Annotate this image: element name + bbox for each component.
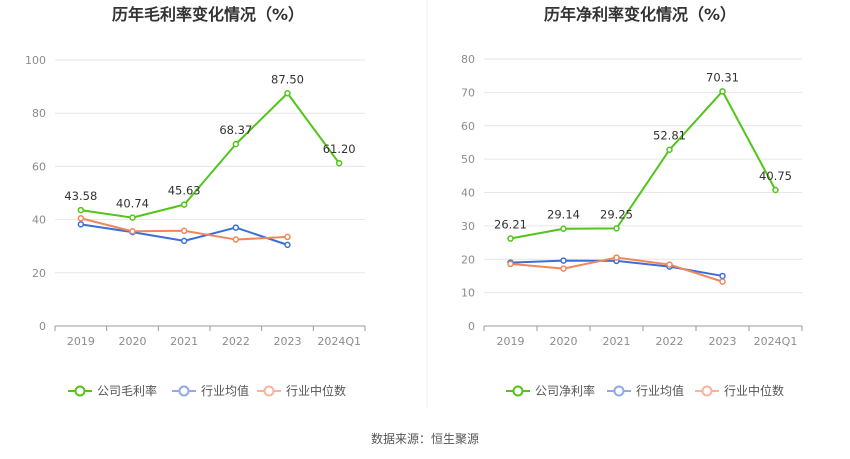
data-source-note: 数据来源：恒生聚源: [371, 431, 479, 446]
x-tick-label: 2020: [119, 335, 147, 348]
y-tick-label: 20: [461, 253, 475, 266]
data-point: [560, 257, 567, 264]
legend-marker: [613, 385, 625, 397]
data-point: [77, 221, 85, 228]
x-tick-label: 2022: [656, 335, 684, 348]
y-tick-label: 40: [461, 187, 475, 200]
x-tick-label: 2019: [67, 335, 95, 348]
data-point: [232, 236, 240, 243]
x-tick-label: 2023: [709, 335, 737, 348]
data-label: 68.37: [219, 123, 252, 137]
x-tick-label: 2024Q1: [317, 335, 361, 348]
legend-marker: [74, 385, 86, 397]
legend-label[interactable]: 公司毛利率: [97, 383, 157, 398]
data-point: [772, 186, 779, 194]
x-tick-label: 2021: [603, 335, 631, 348]
data-label: 26.21: [494, 218, 527, 232]
data-label: 43.58: [64, 189, 97, 203]
chart-1-legend: 公司毛利率 行业均值 行业中位数: [68, 383, 346, 398]
data-label: 45.63: [168, 184, 201, 198]
data-label: 29.14: [547, 208, 580, 222]
data-point: [719, 278, 726, 285]
chart-2-title: 历年净利率变化情况（%）: [544, 5, 736, 24]
legend-label[interactable]: 行业中位数: [286, 383, 346, 398]
data-point: [284, 233, 291, 241]
data-point: [129, 228, 136, 235]
series-line: [80, 92, 340, 219]
data-point: [507, 235, 514, 242]
legend-marker: [263, 385, 275, 397]
y-tick-label: 80: [461, 53, 475, 66]
y-tick-label: 60: [32, 160, 46, 173]
data-point: [284, 241, 291, 249]
data-point: [77, 206, 85, 214]
x-tick-label: 2024Q1: [754, 335, 798, 348]
data-label: 70.31: [706, 70, 739, 84]
legend-marker: [512, 385, 524, 397]
data-point: [335, 159, 343, 167]
y-tick-label: 0: [468, 320, 475, 333]
data-label: 87.50: [271, 72, 304, 86]
legend-label[interactable]: 行业中位数: [724, 383, 784, 398]
y-tick-label: 80: [32, 107, 46, 120]
x-tick-label: 2021: [170, 335, 198, 348]
data-point: [232, 224, 240, 231]
y-tick-label: 20: [32, 267, 46, 280]
data-point: [507, 260, 514, 268]
data-point: [666, 146, 673, 153]
data-label: 61.20: [323, 142, 356, 156]
data-point: [613, 225, 620, 232]
data-point: [129, 214, 136, 221]
data-point: [77, 215, 85, 222]
chart-1-plot: 0 20 40 60 80 100 2019 2020 2021 2022 2023 2024Q1 43…: [25, 54, 366, 348]
data-point: [560, 265, 567, 272]
data-point: [666, 261, 673, 268]
data-label: 40.74: [116, 197, 149, 211]
data-point: [180, 201, 188, 208]
chart-2-plot: 0 10 20 30 40 50 60 70 80 2019 2020 2021 2022 2023 202…: [461, 53, 803, 348]
x-tick-label: 2023: [274, 335, 302, 348]
data-label: 29.25: [600, 207, 633, 221]
y-tick-label: 70: [461, 86, 475, 99]
y-tick-label: 40: [32, 214, 46, 227]
chart-2-legend: 公司净利率 行业均值 行业中位数: [506, 383, 784, 398]
legend-label[interactable]: 行业均值: [201, 383, 249, 398]
data-point: [719, 88, 726, 95]
data-point: [719, 272, 726, 280]
data-point: [180, 237, 188, 245]
y-tick-label: 60: [461, 120, 475, 133]
y-tick-label: 0: [39, 320, 46, 333]
series-line: [510, 90, 777, 240]
y-tick-label: 100: [25, 54, 46, 67]
data-label: 40.75: [759, 169, 792, 183]
data-point: [284, 90, 291, 97]
data-point: [180, 227, 188, 235]
x-tick-label: 2022: [222, 335, 250, 348]
legend-marker: [701, 385, 713, 397]
legend-marker: [178, 385, 190, 397]
data-point: [613, 254, 620, 261]
data-point: [560, 225, 567, 232]
y-tick-label: 30: [461, 220, 475, 233]
legend-label[interactable]: 行业均值: [636, 383, 684, 398]
y-tick-label: 50: [461, 153, 475, 166]
legend-label[interactable]: 公司净利率: [535, 383, 595, 398]
x-tick-label: 2019: [497, 335, 525, 348]
y-tick-label: 10: [461, 287, 475, 300]
chart-1-title: 历年毛利率变化情况（%）: [112, 5, 304, 24]
x-tick-label: 2020: [550, 335, 578, 348]
data-point: [232, 140, 240, 148]
data-label: 52.81: [653, 129, 686, 143]
